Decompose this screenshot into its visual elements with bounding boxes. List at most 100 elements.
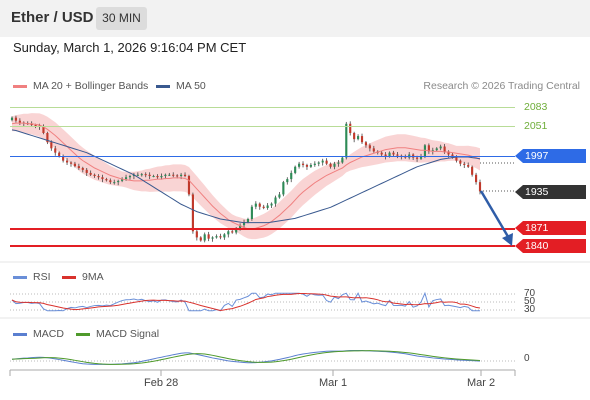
candle-body <box>235 228 238 233</box>
candle-body <box>471 166 474 175</box>
candle-body <box>42 126 45 133</box>
candle-body <box>364 142 368 146</box>
candle-body <box>266 205 269 208</box>
candle-body <box>313 163 316 165</box>
candle-body <box>132 174 135 176</box>
support-1-line <box>10 228 515 230</box>
candle-body <box>195 231 198 238</box>
candle-body <box>14 117 18 121</box>
candle-body <box>128 176 132 178</box>
candle-body <box>69 162 73 164</box>
candle-body <box>459 160 462 164</box>
ma50-swatch <box>156 84 170 88</box>
candle-body <box>392 152 395 155</box>
resistance-2-label: 2083 <box>524 101 548 113</box>
ma50-line <box>11 129 481 224</box>
candle-body <box>65 160 69 163</box>
candle-body <box>85 169 88 173</box>
candle-body <box>372 148 375 152</box>
bollinger-swatch <box>13 84 27 88</box>
candle-body <box>262 206 265 208</box>
x-tick-mar2: Mar 2 <box>467 377 496 389</box>
candle-body <box>203 234 206 241</box>
candle-body <box>160 176 163 178</box>
candle-body <box>270 203 273 206</box>
resistance-1-label: 2051 <box>524 120 548 132</box>
candle-body <box>294 166 297 173</box>
candle-body <box>113 182 116 184</box>
candle-body <box>274 197 277 204</box>
candle-body <box>463 163 466 165</box>
candle-body <box>435 148 438 151</box>
candle-body <box>207 234 210 239</box>
candle-body <box>474 174 478 183</box>
candle-body <box>467 164 470 167</box>
bollinger-band <box>12 113 480 240</box>
candle-body <box>62 156 65 161</box>
candle-body <box>246 219 250 223</box>
last-price-tag: 1935 <box>515 185 586 199</box>
candle-body <box>353 133 356 140</box>
candle-body <box>360 136 364 143</box>
instrument-title: Ether / USD <box>11 9 94 26</box>
timestamp: Sunday, March 1, 2026 9:16:04 PM CET <box>13 40 247 55</box>
candle-body <box>321 160 324 163</box>
candle-body <box>443 146 446 152</box>
x-tick-mar1: Mar 1 <box>319 377 348 389</box>
research-credit: Research © 2026 Trading Central <box>423 80 580 92</box>
support-1-tag: 1871 <box>515 221 586 235</box>
candle-body <box>357 136 360 140</box>
candle-body <box>416 157 419 159</box>
candle-body <box>439 146 442 149</box>
candle-body <box>368 145 371 149</box>
candle-body <box>282 182 285 195</box>
candle-body <box>144 174 147 176</box>
forecast-arrow-line <box>479 190 512 241</box>
candle-body <box>176 175 179 177</box>
candle-body <box>172 174 175 176</box>
candle-body <box>152 176 155 177</box>
legend-rsi-label: RSI <box>33 271 51 283</box>
candle-body <box>337 162 340 164</box>
candle-body <box>117 180 120 183</box>
candle-body <box>349 123 352 133</box>
candle-body <box>329 163 332 167</box>
candle-body <box>384 154 387 157</box>
candle-body <box>46 133 49 143</box>
candle-body <box>109 180 112 183</box>
bollinger-fill <box>12 113 480 240</box>
candle-body <box>345 123 348 158</box>
x-tick-feb28: Feb 28 <box>144 377 179 389</box>
candle-body <box>89 172 92 175</box>
rsi-50-label: 50 <box>524 296 536 307</box>
legend-macd-label: MACD <box>33 328 64 340</box>
candle-body <box>211 237 214 239</box>
candle-body <box>309 164 312 167</box>
candle-body <box>73 163 76 167</box>
support-2-tag: 1840 <box>515 239 586 253</box>
candle-body <box>341 157 344 163</box>
candle-body <box>121 179 124 181</box>
candle-body <box>290 172 293 180</box>
interval-button[interactable]: 30 MIN <box>96 7 147 30</box>
rsi-70-label: 70 <box>524 288 536 299</box>
legend-macd-signal-label: MACD Signal <box>96 328 160 340</box>
candle-body <box>10 117 14 121</box>
candle-body <box>199 237 202 241</box>
candle-body <box>191 194 194 232</box>
candle-body <box>298 163 301 167</box>
candle-body <box>156 176 159 178</box>
candle-body <box>388 152 391 157</box>
rsi-swatch <box>13 275 27 279</box>
header-bar: Ether / USD 30 MIN <box>0 0 590 37</box>
candle-body <box>30 123 33 126</box>
candle-body <box>140 174 143 176</box>
candle-body <box>223 234 226 238</box>
candle-body <box>258 203 261 207</box>
candle-body <box>254 203 257 207</box>
candle-body <box>227 231 230 235</box>
candle-body <box>447 151 450 155</box>
resistance-2-line <box>10 107 515 108</box>
candle-body <box>54 148 57 153</box>
legend-bollinger: MA 20 + Bollinger Bands <box>13 80 148 92</box>
